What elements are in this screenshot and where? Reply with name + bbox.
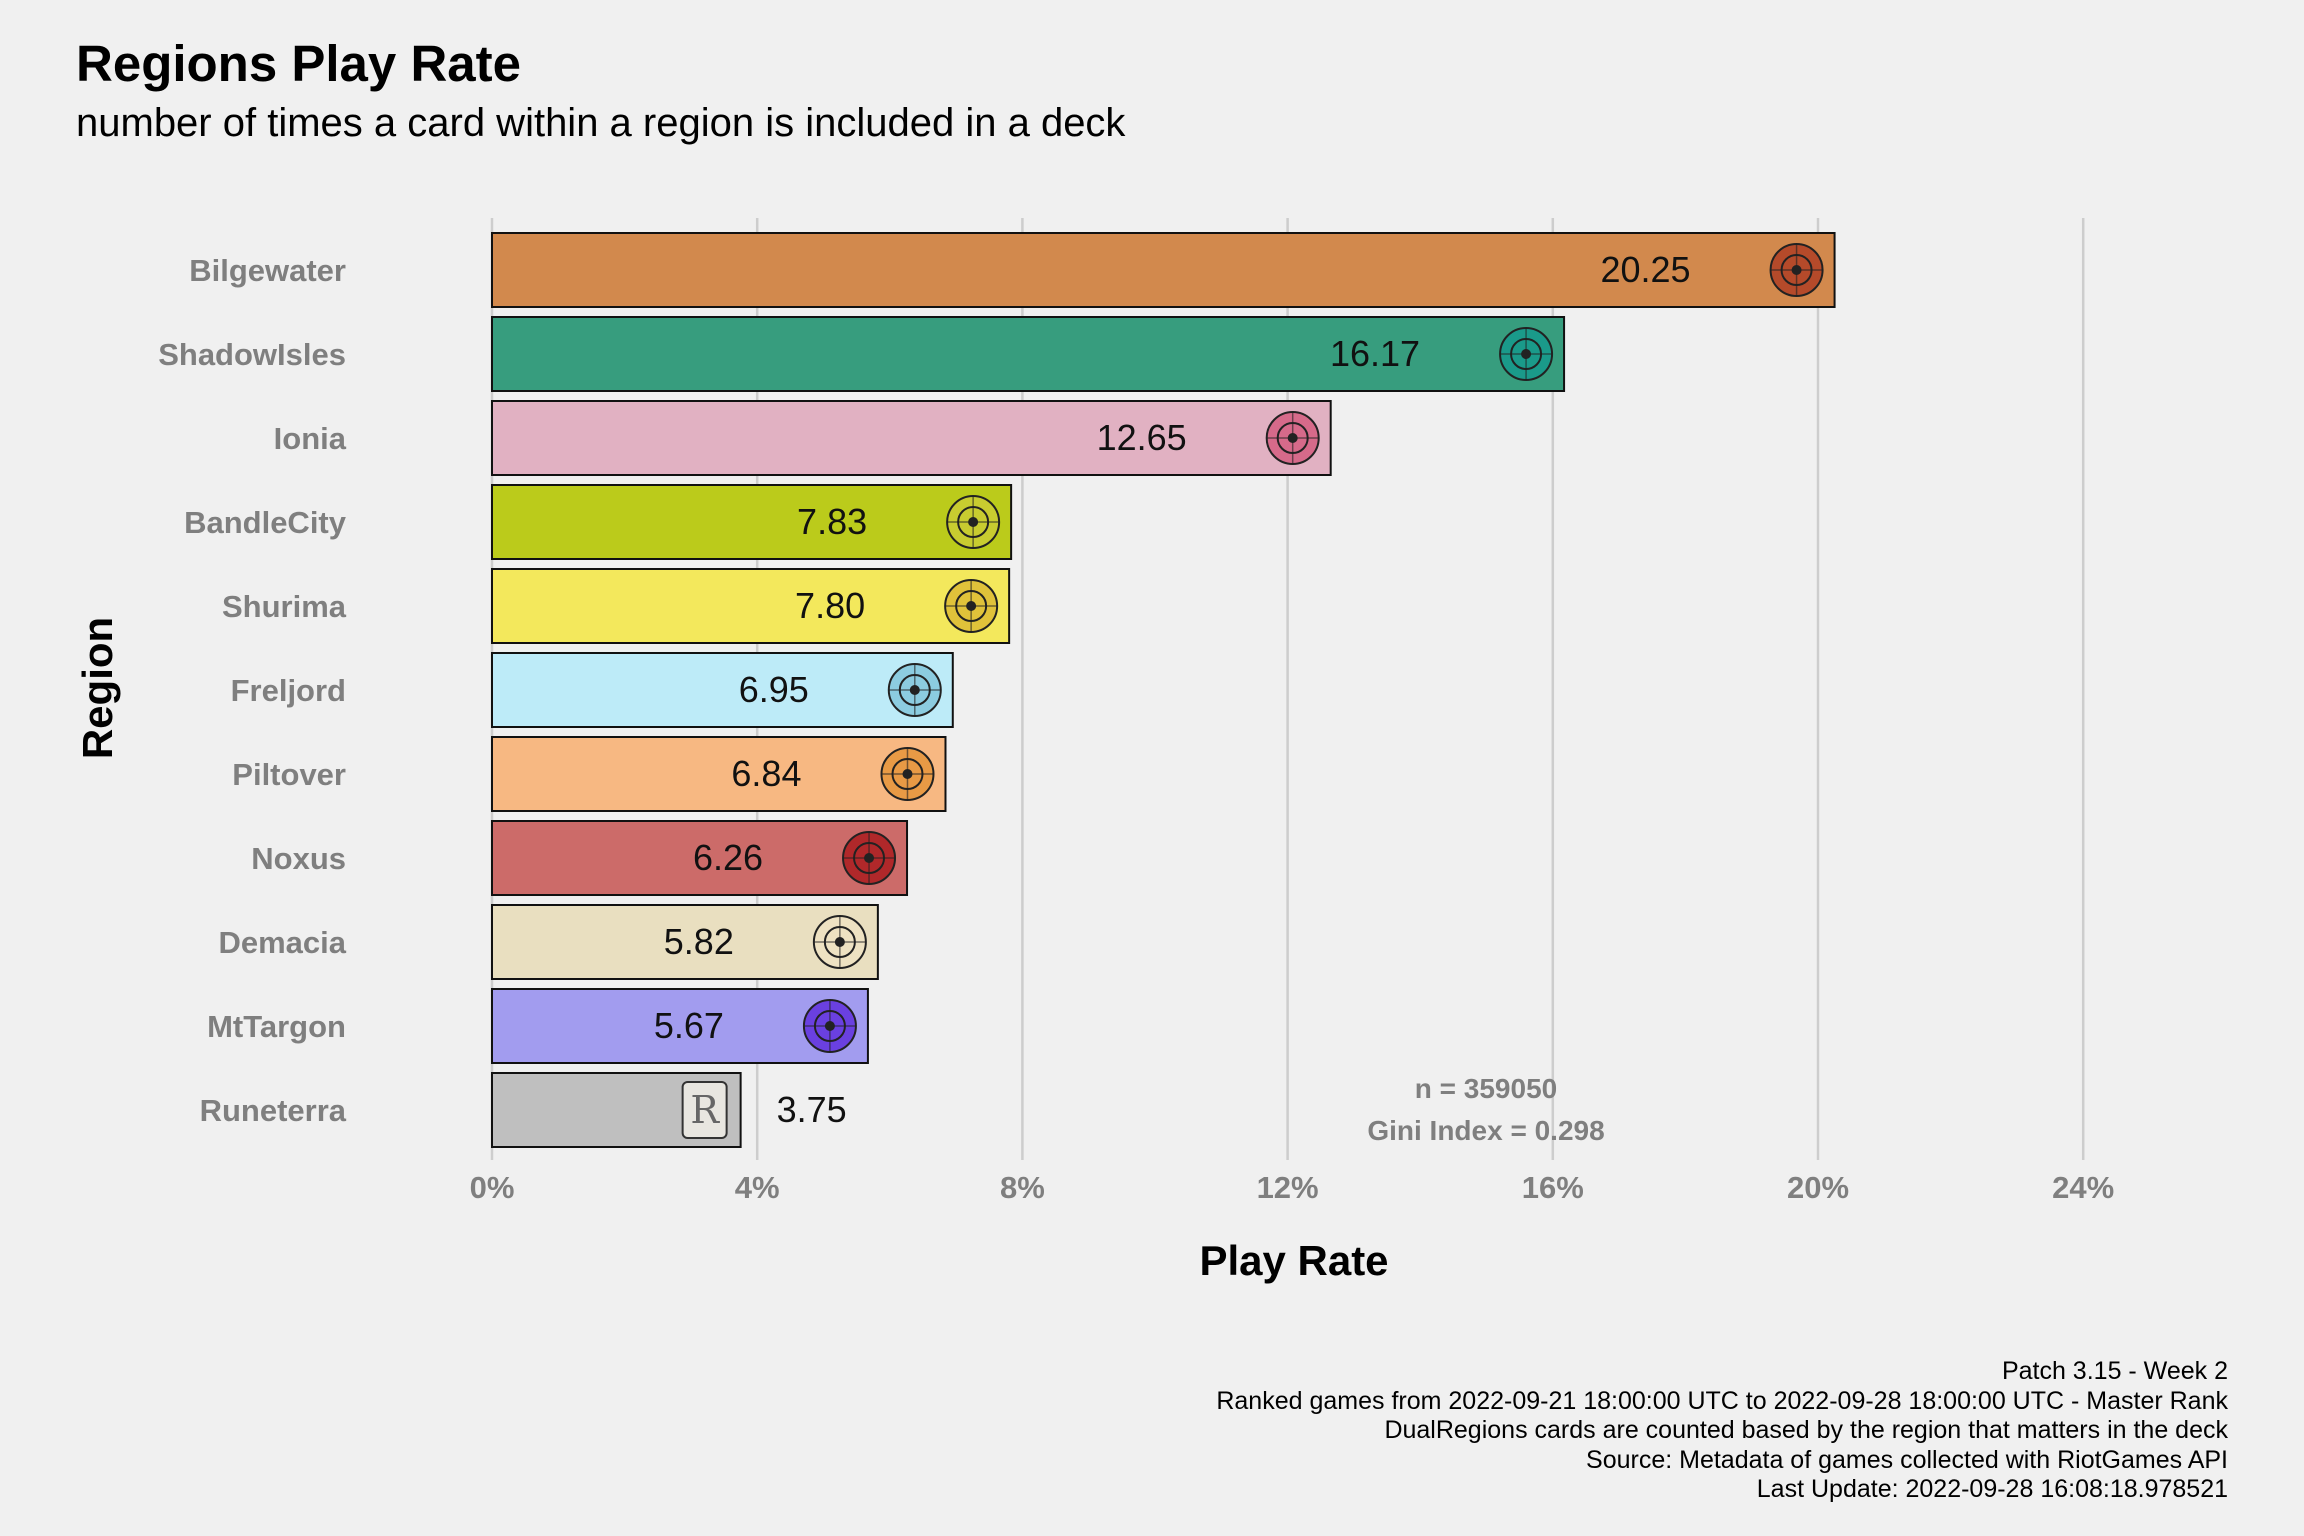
category-label: MtTargon (207, 1009, 346, 1044)
value-label: 5.67 (654, 1005, 724, 1046)
x-tick-label: 0% (470, 1170, 515, 1205)
ionia-icon (1265, 411, 1320, 465)
piltover-icon (880, 747, 935, 801)
x-axis-title: Play Rate (1199, 1237, 1388, 1284)
caption-range: Ranked games from 2022-09-21 18:00:00 UT… (1216, 1386, 2228, 1415)
category-label: Bilgewater (189, 253, 346, 288)
x-tick-label: 4% (735, 1170, 780, 1205)
bar (491, 652, 954, 728)
chart-subtitle: number of times a card within a region i… (76, 101, 1126, 145)
caption-dualregions: DualRegions cards are counted based by t… (1384, 1416, 2228, 1444)
value-label: 16.17 (1330, 333, 1420, 374)
category-label: Runeterra (200, 1093, 347, 1128)
x-tick-label: 12% (1257, 1170, 1319, 1205)
bar (491, 568, 1011, 644)
value-label: 6.95 (739, 669, 809, 710)
svg-text:R: R (690, 1088, 720, 1132)
value-label: 6.26 (693, 837, 763, 878)
mttargon-icon (802, 999, 857, 1053)
value-label: 6.84 (731, 753, 801, 794)
annotation-text: n = 359050 (1415, 1073, 1557, 1104)
runeterra-icon: R (681, 1081, 728, 1139)
caption-source: Source: Metadata of games collected with… (1586, 1445, 2228, 1474)
bar (491, 820, 909, 896)
value-label: 5.82 (664, 921, 734, 962)
value-label: 3.75 (777, 1089, 847, 1130)
annotation-text: Gini Index = 0.298 (1367, 1115, 1604, 1146)
category-label: Noxus (251, 841, 346, 876)
category-label: Ionia (274, 421, 347, 456)
value-label: 12.65 (1097, 417, 1187, 458)
caption-patch: Patch 3.15 - Week 2 (2001, 1357, 2228, 1385)
y-axis-title: Region (74, 617, 121, 759)
noxus-icon (842, 831, 897, 885)
value-label: 20.25 (1600, 249, 1690, 290)
x-tick-label: 16% (1522, 1170, 1584, 1205)
shadowisles-icon (1499, 327, 1554, 381)
caption-last-update: Last Update: 2022-09-28 16:08:18.978521 (1756, 1475, 2228, 1503)
bars: R (491, 232, 1836, 1148)
demacia-icon (812, 915, 867, 969)
caption: Patch 3.15 - Week 2 Ranked games from 20… (1216, 1357, 2228, 1505)
category-label: Freljord (231, 673, 346, 708)
category-label: Shurima (222, 589, 347, 624)
freljord-icon (887, 663, 942, 717)
value-label: 7.80 (795, 585, 865, 626)
bandlecity-icon (946, 495, 1001, 549)
bar (491, 232, 1836, 308)
shurima-icon (944, 579, 999, 633)
category-label: Piltover (232, 757, 346, 792)
category-label: ShadowIsles (158, 337, 346, 372)
labels: 0% 4% 8% 12% 16% 20% 24% Bilgewater 20.25 ShadowI… (74, 249, 2114, 1284)
bar (491, 316, 1566, 392)
bilgewater-icon (1769, 243, 1824, 297)
chart-title: Regions Play Rate (76, 35, 521, 92)
category-label: BandleCity (184, 505, 347, 540)
bar (491, 400, 1332, 476)
x-tick-label: 8% (1000, 1170, 1045, 1205)
bar (491, 484, 1013, 560)
value-label: 7.83 (797, 501, 867, 542)
x-tick-label: 24% (2052, 1170, 2114, 1205)
x-tick-label: 20% (1787, 1170, 1849, 1205)
bar (491, 736, 947, 812)
category-label: Demacia (218, 925, 346, 960)
